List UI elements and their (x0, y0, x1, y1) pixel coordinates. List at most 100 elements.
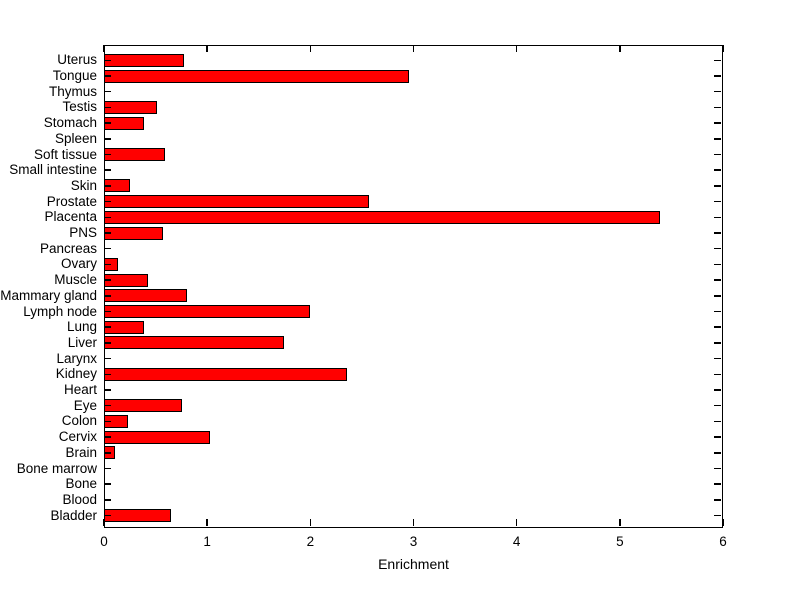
y-tick (104, 452, 111, 454)
y-tick (104, 138, 111, 140)
y-tick (104, 404, 111, 407)
y-tick-label: Bone marrow (16, 460, 97, 476)
x-tick (206, 45, 208, 52)
y-tick (104, 342, 111, 344)
y-tick-label: Muscle (54, 272, 97, 288)
y-tick (104, 514, 111, 517)
y-tick-label: Brain (65, 444, 97, 460)
y-tick (714, 342, 722, 344)
y-tick-label: Eye (73, 397, 97, 413)
x-tick (722, 45, 724, 52)
bar (104, 367, 348, 381)
y-tick-label: Colon (61, 413, 97, 429)
y-tick (104, 122, 111, 124)
y-tick (714, 153, 722, 156)
y-tick (714, 232, 722, 234)
y-tick (714, 90, 722, 93)
y-tick (104, 310, 111, 313)
y-tick-label: Soft tissue (33, 146, 97, 162)
y-tick (714, 279, 722, 281)
x-tick-label: 5 (616, 534, 624, 549)
y-tick (104, 279, 111, 281)
y-tick-label: Bone (65, 476, 97, 492)
y-tick (714, 169, 722, 171)
y-tick (104, 232, 111, 234)
bar (104, 226, 163, 240)
y-tick-label: Ovary (60, 256, 97, 272)
y-tick-label: Mammary gland (0, 287, 97, 303)
x-tick (309, 519, 312, 527)
x-tick (103, 45, 105, 52)
y-tick-label: Cervix (58, 429, 97, 445)
y-tick (104, 467, 111, 470)
y-tick-label: Tongue (52, 68, 97, 83)
x-tick (722, 519, 724, 527)
x-tick-label: 1 (203, 534, 211, 549)
bar (104, 195, 370, 209)
y-tick (714, 216, 722, 219)
y-tick (104, 106, 111, 109)
y-tick (714, 452, 722, 454)
y-tick-label: Placenta (44, 209, 97, 225)
y-tick-label: Stomach (43, 115, 97, 131)
y-tick-label: Kidney (55, 366, 97, 382)
y-tick (104, 200, 111, 203)
y-tick-label: Skin (70, 177, 97, 193)
x-tick-label: 0 (100, 534, 108, 549)
y-tick (104, 499, 111, 501)
y-tick (714, 420, 722, 423)
y-tick (714, 404, 722, 407)
y-tick (714, 185, 722, 187)
y-tick (714, 263, 722, 266)
bar (104, 399, 183, 413)
x-tick (515, 519, 518, 527)
y-tick (104, 169, 111, 171)
y-tick (714, 310, 722, 313)
y-tick (104, 389, 111, 391)
y-tick-label: Small intestine (9, 162, 97, 178)
y-tick (714, 247, 722, 250)
y-tick-label: Spleen (54, 130, 97, 146)
y-tick (104, 90, 111, 93)
y-tick (104, 420, 111, 423)
x-tick-label: 4 (512, 534, 521, 549)
y-tick (714, 357, 722, 360)
bar (104, 53, 185, 67)
y-tick (714, 389, 722, 391)
y-tick (104, 326, 111, 328)
x-tick (412, 45, 415, 52)
bar (104, 100, 157, 114)
x-tick (103, 519, 105, 527)
y-tick (714, 483, 722, 485)
y-tick-label: PNS (69, 225, 97, 240)
y-tick-label: Prostate (46, 193, 97, 209)
y-tick-label: Lymph node (23, 303, 97, 319)
y-tick (104, 436, 111, 438)
y-tick-label: Bladder (50, 507, 97, 523)
y-tick (714, 200, 722, 203)
bar (104, 210, 661, 224)
bar (104, 148, 165, 161)
y-tick-label: Larynx (56, 350, 97, 366)
bar (104, 289, 187, 303)
y-tick-label: Testis (62, 99, 97, 115)
y-tick (104, 75, 111, 77)
y-tick (104, 263, 111, 266)
y-tick (714, 373, 722, 376)
y-tick (104, 295, 111, 297)
bar (104, 336, 284, 350)
bar (104, 69, 410, 83)
y-tick (714, 122, 722, 124)
y-tick (104, 59, 111, 62)
y-tick (714, 499, 722, 501)
y-tick-label: Pancreas (39, 240, 97, 256)
y-tick-label: Liver (67, 334, 97, 350)
x-tick (619, 45, 621, 52)
y-tick (104, 185, 111, 187)
y-tick-label: Heart (63, 382, 97, 397)
plot-area (104, 45, 723, 528)
x-tick (515, 45, 518, 52)
bar (104, 305, 311, 318)
